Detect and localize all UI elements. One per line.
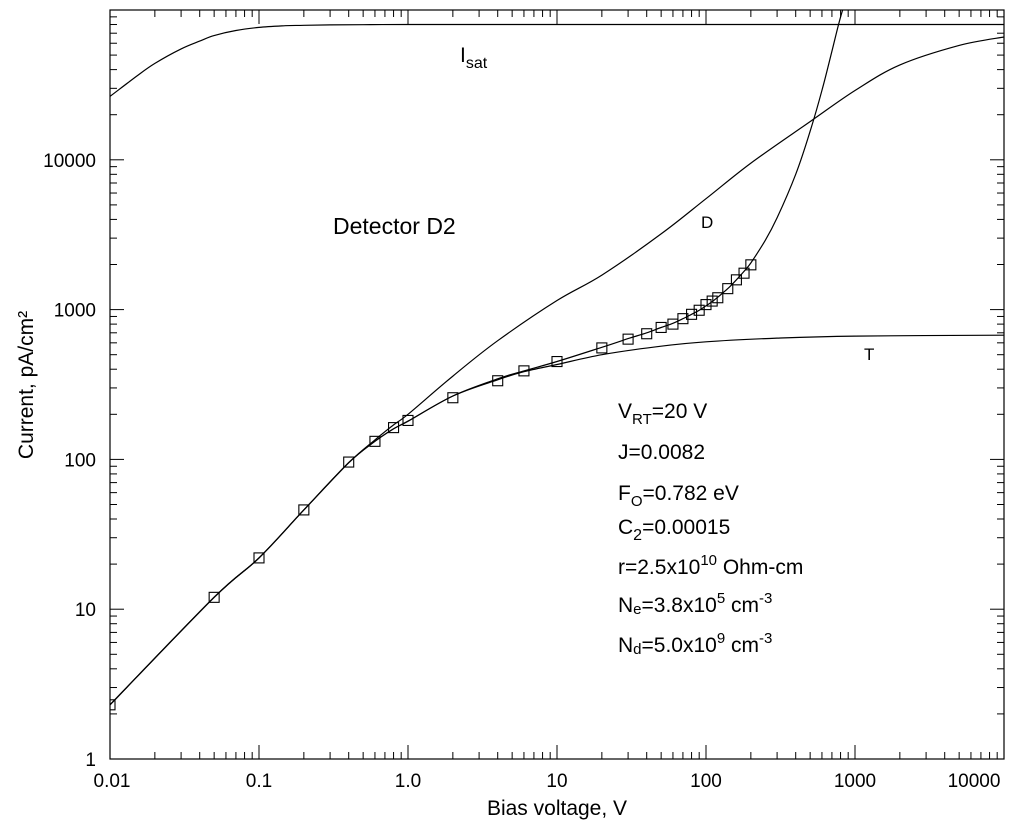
data-point-marker (655, 321, 667, 334)
y-tick-label: 1000 (54, 301, 96, 322)
data-point-marker (730, 274, 742, 286)
param-fo: FO=0.782 eV (618, 482, 739, 510)
y-tick-labels: 1 10 100 1000 10000 (43, 151, 96, 771)
y-tick-label: 1 (85, 750, 96, 771)
data-point-marker (596, 342, 608, 354)
series-curves (110, 10, 1004, 706)
x-tick-label: 1000 (834, 771, 876, 792)
data-point-marker (641, 328, 653, 340)
data-point-marker (706, 295, 718, 307)
data-point-marker (551, 355, 563, 368)
data-point-marker (388, 422, 400, 434)
data-point-marker (492, 375, 504, 387)
series-label-t: T (864, 345, 874, 364)
axis-ticks (109, 10, 1004, 760)
data-point-marker (722, 283, 734, 295)
data-point-marker (110, 699, 116, 711)
x-tick-label: 10 (546, 771, 567, 792)
y-tick-label: 10000 (43, 151, 96, 172)
param-vrt: VRT=20 V (618, 400, 707, 428)
data-point-marker (298, 504, 310, 516)
data-point-marker (447, 392, 459, 404)
series-curve-isat (110, 23, 1004, 97)
data-markers (110, 259, 757, 711)
series-label-isat: Isat (460, 44, 488, 72)
x-tick-label: 100 (690, 771, 722, 792)
series-label-d: D (701, 213, 713, 232)
param-c2: C2=0.00015 (618, 516, 730, 544)
y-axis-label: Current, pA/cm² (15, 311, 38, 459)
x-tick-label: 1.0 (395, 771, 421, 792)
plot-frame (109, 9, 1005, 760)
data-point-marker (343, 456, 355, 468)
data-point-marker (712, 292, 724, 304)
data-point-marker (738, 267, 750, 279)
data-point-marker (518, 365, 530, 377)
param-j: J=0.0082 (618, 441, 705, 464)
x-axis-label: Bias voltage, V (487, 797, 627, 820)
y-tick-label: 10 (75, 600, 96, 621)
data-point-marker (208, 591, 220, 603)
data-point-marker (622, 333, 634, 345)
param-ne: Ne=3.8x105 cm-3 (618, 590, 772, 618)
param-nd: Nd=5.0x109 cm-3 (618, 630, 772, 658)
x-tick-labels: 0.01 0.1 1.0 10 100 1000 10000 (94, 771, 1001, 792)
data-point-marker (700, 299, 712, 311)
data-point-marker (253, 552, 265, 564)
data-point-marker (693, 304, 705, 316)
series-curve-fit (110, 10, 844, 706)
series-curve-d (110, 36, 1004, 706)
series-curve-t (110, 334, 1004, 706)
x-tick-label: 10000 (948, 771, 1001, 792)
parameter-box: VRT=20 V J=0.0082 FO=0.782 eV C2=0.00015… (618, 400, 803, 658)
x-tick-label: 0.1 (246, 771, 272, 792)
data-point-marker (745, 259, 757, 271)
detector-annotation: Detector D2 (333, 213, 456, 239)
y-tick-label: 100 (64, 450, 96, 471)
x-tick-label: 0.01 (94, 771, 131, 792)
data-point-marker (369, 435, 381, 447)
data-point-marker (686, 308, 698, 320)
data-point-marker (677, 313, 689, 325)
param-r: r=2.5x1010 Ohm-cm (618, 552, 803, 579)
data-point-marker (402, 414, 414, 426)
